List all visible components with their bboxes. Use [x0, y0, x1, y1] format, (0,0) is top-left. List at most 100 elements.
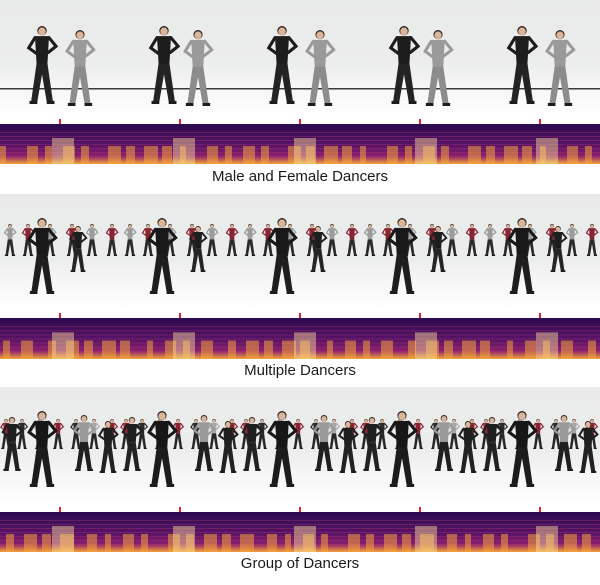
background-dancer [548, 226, 568, 272]
spectrogram [0, 124, 600, 164]
lead-dancer [387, 411, 418, 487]
spectrogram-image [0, 512, 600, 552]
lead-dancer [267, 218, 298, 294]
video-frame [360, 387, 480, 505]
spectrogram [0, 512, 600, 552]
beat-marker [419, 507, 421, 512]
female-dancer [423, 30, 454, 106]
background-dancer [337, 421, 359, 473]
background-dancer [292, 419, 305, 449]
background-dancer [241, 417, 264, 471]
background-dancer [123, 224, 137, 256]
video-frame [480, 0, 600, 118]
dancers-illustration [363, 218, 479, 294]
background-dancer [565, 224, 579, 256]
background-dancer [585, 224, 599, 256]
background-dancer [97, 421, 119, 473]
panel-caption: Male and Female Dancers [212, 168, 388, 185]
background-dancer [432, 415, 456, 471]
male-dancer [26, 26, 59, 104]
lead-dancer [147, 218, 178, 294]
background-dancer [428, 226, 448, 272]
dancers-illustration [0, 411, 119, 487]
video-frame [120, 194, 240, 311]
background-dancer [52, 419, 65, 449]
beat-marker [299, 313, 301, 318]
background-dancer [325, 224, 339, 256]
dancers-illustration [480, 26, 600, 106]
lead-dancer [267, 411, 298, 487]
background-dancer [532, 419, 545, 449]
beat-marker [419, 313, 421, 318]
male-dancer [266, 26, 299, 104]
background-dancer [483, 224, 497, 256]
video-frame [240, 387, 360, 505]
spectrogram [0, 318, 600, 359]
video-frames-strip [0, 387, 600, 505]
background-dancer [1, 417, 24, 471]
video-frame [120, 0, 240, 118]
dancers-illustration [360, 26, 480, 106]
background-dancer [412, 419, 425, 449]
dancers-illustration [360, 411, 479, 487]
background-dancer [172, 419, 185, 449]
background-dancer [465, 224, 479, 256]
lead-dancer [27, 218, 58, 294]
video-frames-strip [0, 194, 600, 311]
background-dancer [85, 224, 99, 256]
background-dancer [225, 224, 239, 256]
female-dancer [305, 30, 336, 106]
background-dancer [188, 226, 208, 272]
beat-marker [419, 119, 421, 124]
beat-marker [539, 119, 541, 124]
beat-marker [299, 119, 301, 124]
lead-dancer [507, 218, 538, 294]
dancers-illustration [123, 218, 239, 294]
background-dancer [88, 419, 101, 449]
spectrogram-image [0, 124, 600, 164]
female-dancer [545, 30, 576, 106]
female-dancer [65, 30, 96, 106]
video-frames-strip [0, 0, 600, 118]
dancers-illustration [3, 218, 119, 294]
lead-dancer [507, 411, 538, 487]
background-dancer [363, 224, 377, 256]
video-frame [360, 194, 480, 311]
beat-marker [539, 507, 541, 512]
background-dancer [577, 421, 599, 473]
video-frame [480, 194, 600, 311]
video-frame [360, 0, 480, 118]
background-dancer [457, 421, 479, 473]
background-dancer [308, 226, 328, 272]
beat-marker [179, 313, 181, 318]
beat-marker [299, 507, 301, 512]
female-dancer [183, 30, 214, 106]
spectrogram-image [0, 318, 600, 359]
lead-dancer [387, 218, 418, 294]
lead-dancer [27, 411, 58, 487]
lead-dancer [147, 411, 178, 487]
beat-marker [179, 119, 181, 124]
dancers-illustration [120, 411, 239, 487]
video-frame [0, 194, 120, 311]
background-dancer [192, 415, 216, 471]
dancers-illustration [240, 26, 360, 106]
dancers-illustration [243, 218, 359, 294]
background-dancer [552, 415, 576, 471]
video-frame [240, 194, 360, 311]
beat-marker [59, 119, 61, 124]
background-dancer [261, 224, 275, 256]
beat-marker [179, 507, 181, 512]
video-frame [0, 387, 120, 505]
background-dancer [16, 419, 29, 449]
dancers-illustration [480, 411, 599, 487]
male-dancer [148, 26, 181, 104]
background-dancer [185, 224, 199, 256]
background-dancer [345, 224, 359, 256]
background-dancer [328, 419, 341, 449]
dancers-illustration [0, 26, 120, 106]
background-dancer [361, 417, 384, 471]
background-dancer [312, 415, 336, 471]
dancers-illustration [240, 411, 359, 487]
video-frame [240, 0, 360, 118]
